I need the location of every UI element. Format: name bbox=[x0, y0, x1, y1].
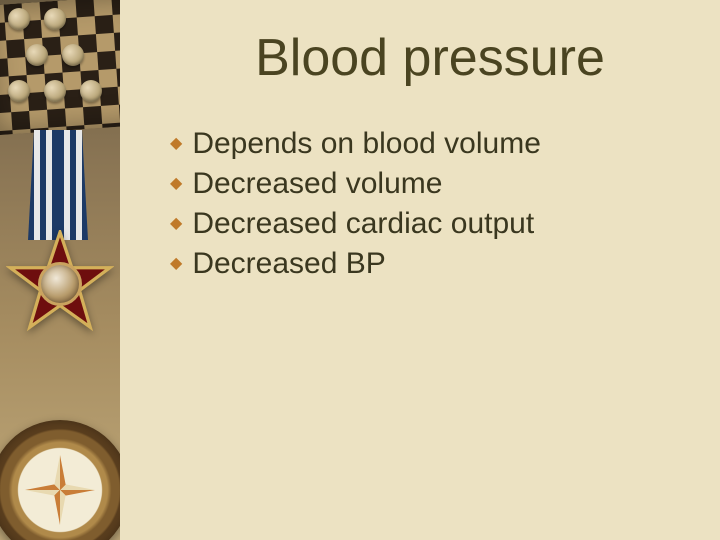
bullet-text: Decreased BP bbox=[192, 247, 385, 281]
list-item: ◆ Decreased BP bbox=[170, 247, 690, 281]
checker-piece bbox=[8, 80, 30, 102]
medal-center bbox=[38, 262, 82, 306]
bullet-text: Decreased cardiac output bbox=[192, 207, 534, 241]
diamond-bullet-icon: ◆ bbox=[170, 136, 182, 152]
slide-content: Blood pressure ◆Depends on blood volume◆… bbox=[120, 0, 720, 540]
decorative-sidebar bbox=[0, 0, 120, 540]
list-item: ◆ Depends on blood volume bbox=[170, 127, 690, 161]
list-item: ◆ Decreased cardiac output bbox=[170, 207, 690, 241]
diamond-bullet-icon: ◆ bbox=[170, 176, 182, 192]
diamond-bullet-icon: ◆ bbox=[170, 216, 182, 232]
checker-piece bbox=[62, 44, 84, 66]
checker-piece bbox=[26, 44, 48, 66]
slide-title: Blood pressure bbox=[170, 30, 690, 87]
bullet-text: Depends on blood volume bbox=[192, 127, 541, 161]
bullet-text: Decreased volume bbox=[192, 167, 442, 201]
diamond-bullet-icon: ◆ bbox=[170, 256, 182, 272]
checker-piece bbox=[8, 8, 30, 30]
bullet-list: ◆ Depends on blood volume ◆ Decreased volum… bbox=[170, 127, 690, 281]
checker-piece bbox=[44, 8, 66, 30]
checker-piece bbox=[44, 80, 66, 102]
checker-piece bbox=[80, 80, 102, 102]
list-item: ◆ Decreased volume bbox=[170, 167, 690, 201]
medal-ribbon bbox=[28, 130, 88, 240]
compass bbox=[0, 420, 120, 540]
